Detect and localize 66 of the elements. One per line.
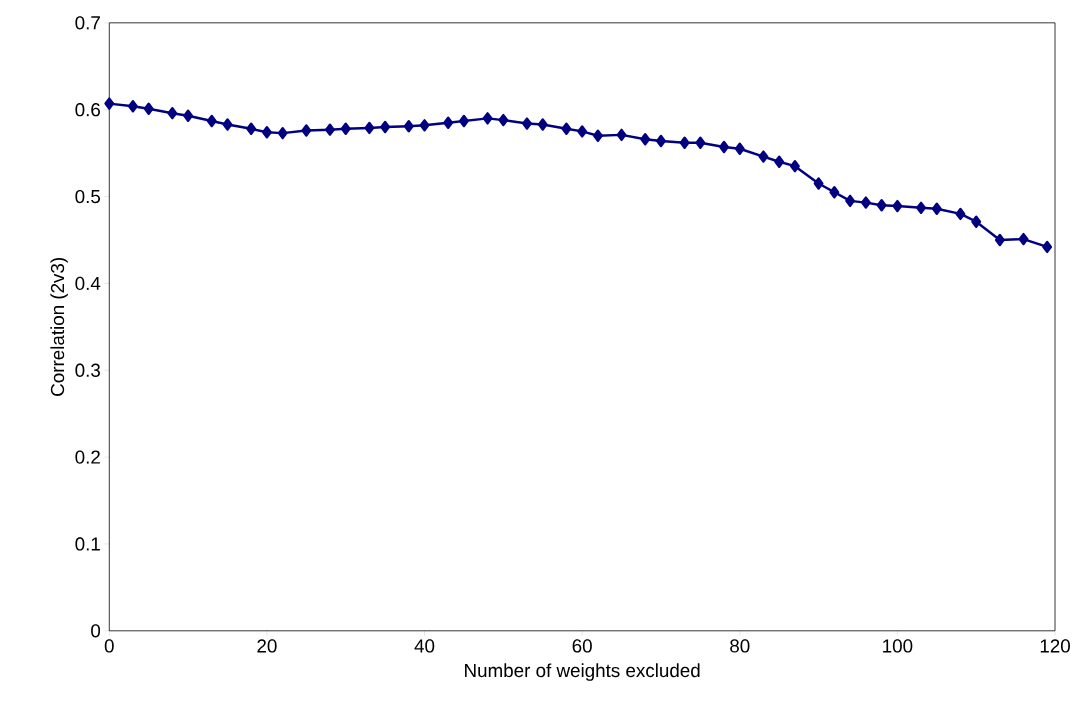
point: [789, 159, 800, 173]
point: [482, 112, 493, 125]
point: [561, 122, 572, 135]
point: [592, 129, 603, 142]
point: [403, 119, 414, 133]
point: [758, 150, 769, 163]
point: [537, 118, 548, 131]
y-tick-label: 0.5: [75, 189, 101, 204]
point: [104, 97, 115, 110]
x-axis-title: Number of weights excluded: [465, 663, 700, 681]
y-tick-label: 0.2: [75, 450, 100, 464]
point: [277, 126, 288, 140]
y-axis-title: Correlation (2v3): [50, 257, 68, 396]
y-tick-label: 0.3: [75, 363, 100, 377]
point: [364, 121, 375, 135]
x-tick-label: 120: [1040, 639, 1070, 653]
point: [656, 134, 666, 148]
y-tick-label: 0.4: [75, 276, 101, 290]
point: [955, 207, 966, 221]
x-tick-label: 40: [414, 639, 435, 653]
point: [522, 117, 532, 130]
point: [994, 233, 1005, 247]
point: [143, 102, 154, 115]
point: [183, 109, 194, 122]
x-tick-label: 60: [572, 639, 592, 653]
point: [860, 196, 871, 209]
point: [845, 194, 856, 207]
point: [380, 120, 391, 134]
y-tick-label: 0.7: [75, 16, 100, 30]
point: [971, 215, 982, 228]
point: [443, 116, 454, 129]
point: [301, 124, 312, 137]
point: [916, 201, 926, 214]
point: [340, 122, 351, 135]
x-tick-label: 80: [730, 639, 750, 653]
point: [222, 118, 233, 131]
y-tick-label: 0.1: [75, 537, 100, 551]
point: [261, 126, 272, 139]
point: [1042, 240, 1053, 254]
point: [498, 113, 509, 127]
x-tick-label: 20: [257, 639, 277, 653]
point: [774, 155, 785, 168]
point: [458, 114, 469, 128]
point: [829, 185, 840, 199]
point: [419, 119, 430, 132]
point: [167, 106, 178, 120]
point: [616, 128, 627, 141]
y-tick-label: 0.6: [75, 102, 100, 117]
point: [246, 122, 257, 135]
point: [577, 125, 588, 138]
point: [640, 132, 651, 146]
point: [1018, 232, 1029, 246]
x-tick-label: 0: [104, 639, 114, 653]
point: [325, 123, 335, 136]
point: [931, 202, 942, 215]
point: [876, 198, 887, 212]
y-tick-label: 0: [91, 624, 101, 638]
point: [734, 142, 745, 155]
point: [719, 140, 729, 154]
x-tick-label: 100: [883, 639, 913, 653]
point: [679, 136, 690, 149]
point: [813, 177, 824, 190]
point: [206, 114, 217, 128]
point: [695, 136, 706, 149]
point: [892, 199, 903, 213]
point: [127, 99, 138, 113]
